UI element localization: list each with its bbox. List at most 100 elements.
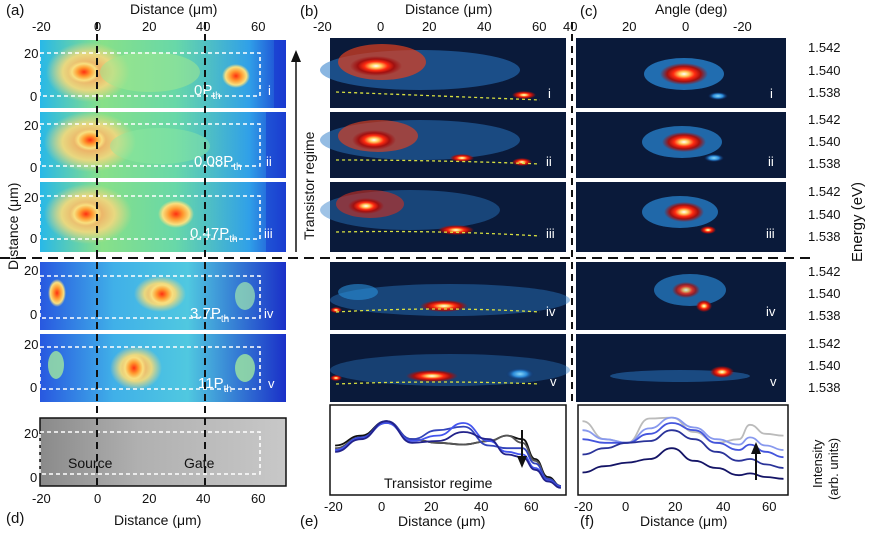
roman-label: v [550, 374, 557, 389]
e-plot-frame [329, 404, 567, 496]
source-gate-guides [96, 22, 206, 490]
c-image-row-v [576, 334, 786, 402]
tick-label: 20 [24, 263, 38, 278]
panel-d: Source Gate 20 0 -20 0 20 40 60 Distance… [24, 417, 287, 528]
a-roman-labels: i ii iii iv v [264, 83, 275, 391]
c-image-row-iii [576, 182, 786, 252]
tick-label: 0 [30, 89, 37, 104]
transistor-regime-label: Transistor regime [301, 131, 317, 240]
a-image-row-ii [40, 112, 286, 178]
b-image-row-v [330, 334, 570, 402]
b-image-row-ii [320, 112, 566, 178]
tick-label: 0 [682, 19, 689, 34]
roman-label: v [770, 374, 777, 389]
tick-label: 60 [762, 499, 776, 514]
e-regime-label: Transistor regime [384, 475, 493, 491]
a-y-axis-title: Distance (μm) [5, 183, 21, 270]
tick-label: -20 [324, 499, 343, 514]
a-image-row-iv [40, 262, 286, 330]
a-top-ticks: -20 0 20 40 60 [32, 19, 265, 34]
power-label-i: 0Pth [194, 82, 221, 102]
tick-label: 0 [94, 491, 101, 506]
a-image-row-iii [40, 182, 286, 252]
tick-label: -20 [313, 19, 332, 34]
tick-label: 20 [142, 19, 156, 34]
c-top-axis-title: Angle (deg) [655, 1, 727, 17]
tick-label: 60 [532, 19, 546, 34]
tick-label: 60 [524, 499, 538, 514]
tick-label: 0 [377, 19, 384, 34]
tick-label: 1.540 [808, 207, 841, 222]
e-arrow-head [517, 456, 527, 468]
intensity-axis-title: Intensity [810, 439, 825, 488]
b-image-row-iii [320, 182, 566, 252]
c-image-row-ii [576, 112, 786, 178]
panel-b: i ii iii iv v [320, 38, 570, 402]
tick-label: 20 [24, 426, 38, 441]
panel-a: 0Pth 0.08Pth 0.47Pth 3.7Pth 11Pth i ii i… [24, 40, 286, 402]
roman-label: ii [768, 154, 774, 169]
tick-label: 0 [30, 470, 37, 485]
tick-label: 20 [622, 19, 636, 34]
roman-label: v [268, 376, 275, 391]
b-roman-labels: i ii iii iv v [546, 86, 557, 389]
d-x-axis-title: Distance (μm) [114, 512, 201, 528]
tick-label: 60 [251, 491, 265, 506]
energy-axis-title: Energy (eV) [849, 182, 866, 262]
tick-label: 0 [622, 499, 629, 514]
b-image-row-i [320, 38, 566, 108]
power-label-ii: 0.08Pth [194, 153, 242, 173]
tick-label: 40 [474, 499, 488, 514]
f-x-ticks: -20 0 20 40 60 [574, 499, 776, 514]
tick-label: 1.538 [808, 85, 841, 100]
d-y-ticks: 20 0 [24, 426, 38, 485]
roman-label: iii [546, 226, 555, 241]
tick-label: 0 [30, 307, 37, 322]
tick-label: 20 [24, 46, 38, 61]
roman-label: i [548, 86, 551, 101]
tick-label: -20 [733, 19, 752, 34]
c-image-row-iv [576, 262, 786, 330]
a-y-ticks: 20 0 20 0 20 0 20 0 20 0 [24, 46, 38, 395]
tick-label: 20 [24, 337, 38, 352]
tick-label: 1.538 [808, 380, 841, 395]
tick-label: 60 [251, 19, 265, 34]
tick-label: 1.542 [808, 184, 841, 199]
tick-label: 40 [563, 19, 577, 34]
roman-label: iii [264, 226, 273, 241]
b-top-ticks: -20 0 20 40 60 [313, 19, 546, 34]
e-series-v [335, 420, 561, 489]
panel-f: -20 0 20 40 60 Distance (μm) Intensity (… [574, 404, 841, 529]
a-region-boxes [39, 52, 261, 390]
panel-e: Transistor regime -20 0 20 40 60 Distanc… [324, 404, 567, 529]
tick-label: 40 [716, 499, 730, 514]
tick-label: 1.540 [808, 286, 841, 301]
roman-label: iii [766, 226, 775, 241]
a-image-row-v [40, 334, 286, 402]
a-image-row-i [40, 40, 286, 108]
roman-label: iv [766, 304, 776, 319]
source-label: Source [68, 455, 113, 471]
panel-letter-f: (f) [580, 513, 594, 530]
tick-label: 20 [142, 491, 156, 506]
transistor-regime-arrow: Transistor regime [291, 50, 317, 252]
tick-label: 0 [30, 160, 37, 175]
c-image-row-i [576, 38, 786, 108]
roman-label: ii [266, 154, 272, 169]
e-series-lines [335, 420, 562, 489]
tick-label: 20 [668, 499, 682, 514]
tick-label: 1.538 [808, 156, 841, 171]
tick-label: 1.540 [808, 134, 841, 149]
roman-label: i [770, 86, 773, 101]
tick-label: 40 [477, 19, 491, 34]
c-top-ticks: 40 20 0 -20 [563, 19, 752, 34]
panel-c: i ii iii iv v [576, 38, 786, 402]
roman-label: i [268, 83, 271, 98]
tick-label: 0 [378, 499, 385, 514]
tick-label: 0 [30, 231, 37, 246]
b-image-row-iv [330, 262, 570, 330]
roman-label: ii [546, 154, 552, 169]
tick-label: 1.542 [808, 264, 841, 279]
tick-label: 1.542 [808, 336, 841, 351]
